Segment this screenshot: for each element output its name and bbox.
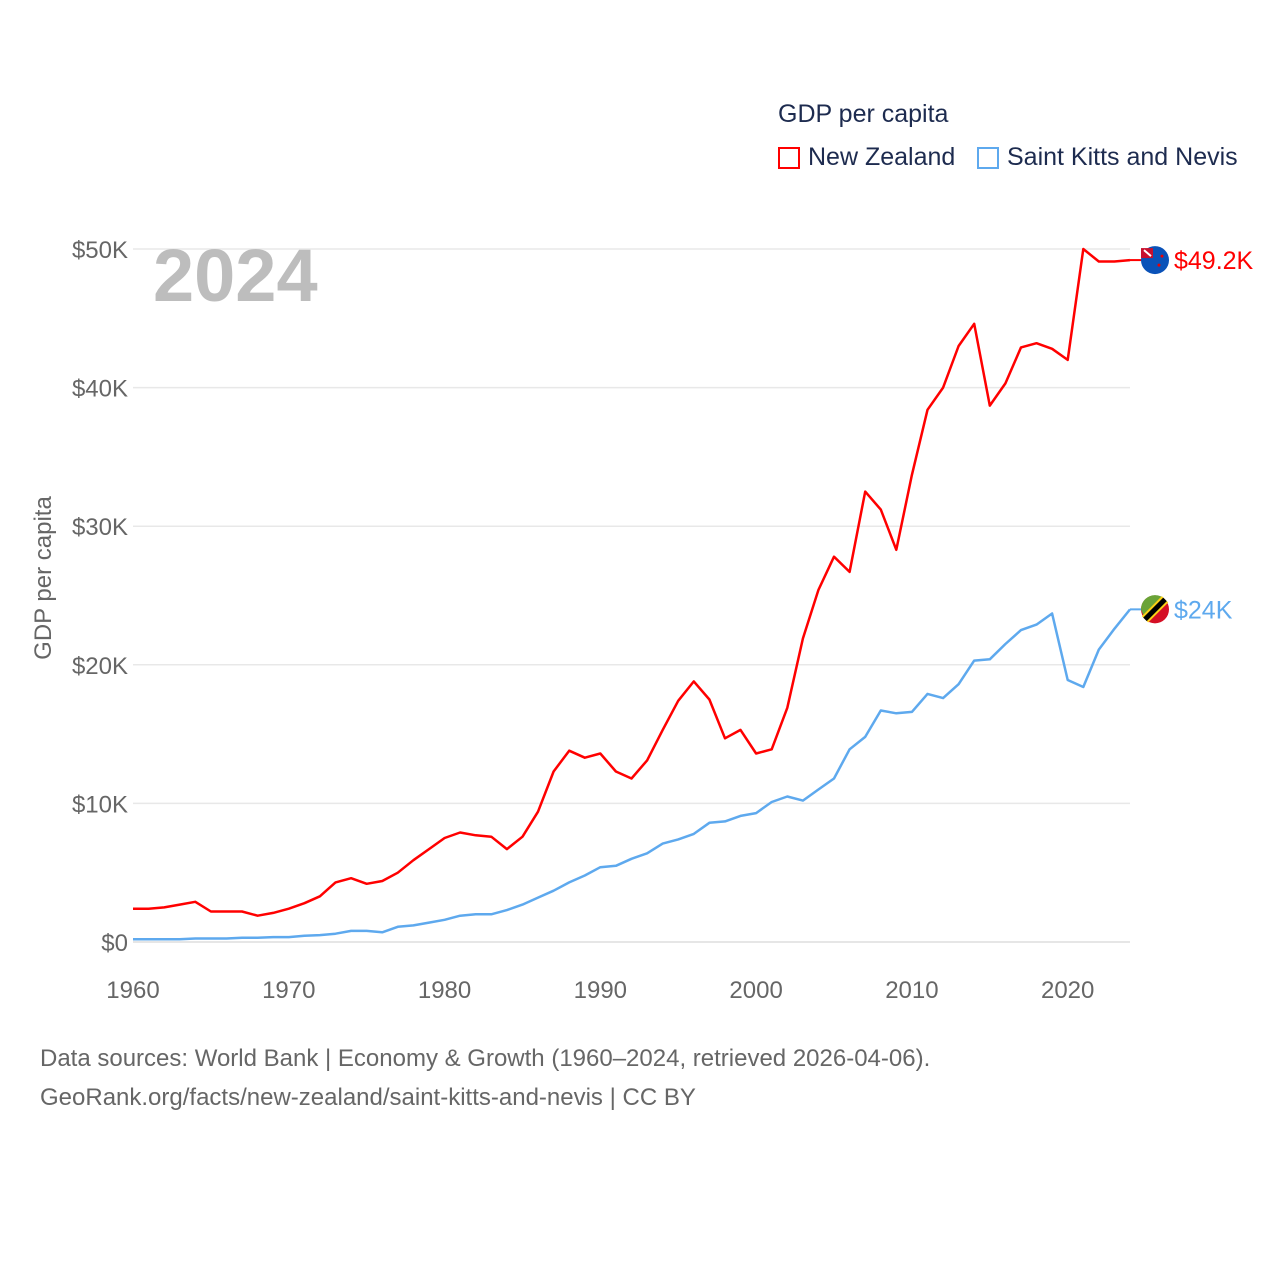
x-tick-label: 1960 [106,977,159,1004]
y-tick-label: $20K [72,653,128,680]
series-line-new-zealand [133,247,1131,917]
end-value-label: $24K [1174,596,1233,624]
legend-item-new-zealand[interactable]: New Zealand [778,143,955,172]
legend-swatch [778,146,800,169]
legend-item-saint-kitts-and-nevis[interactable]: Saint Kitts and Nevis [977,143,1238,172]
flag-cross [1143,249,1152,257]
series-line-saint-kitts-and-nevis [133,608,1131,941]
legend-label: Saint Kitts and Nevis [1007,143,1238,171]
y-tick-label: $30K [72,514,128,541]
x-tick-label: 1990 [574,977,627,1004]
y-tick-label: $50K [72,237,128,264]
y-tick-label: $40K [72,376,128,403]
y-axis-label: GDP per capita [30,496,57,660]
footer-link[interactable]: GeoRank.org/facts/new-zealand/saint-kitt… [40,1084,696,1111]
legend-label: New Zealand [808,143,956,171]
x-tick-label: 2000 [729,977,782,1004]
flag-star [1157,263,1161,267]
x-tick-label: 1980 [418,977,471,1004]
end-value-label: $49.2K [1174,247,1254,275]
y-tick-label: $0 [101,930,128,957]
x-tick-label: 2010 [885,977,938,1004]
x-tick-label: 1970 [262,977,315,1004]
legend-swatch [977,146,999,169]
y-tick-label: $10K [72,791,128,818]
flag-black-band [1143,597,1167,622]
x-tick-label: 2020 [1041,977,1094,1004]
year-label: 2024 [153,234,318,317]
footer-sources: Data sources: World Bank | Economy & Gro… [40,1045,931,1072]
legend-title: GDP per capita [778,100,949,128]
flag-star [1160,254,1164,258]
